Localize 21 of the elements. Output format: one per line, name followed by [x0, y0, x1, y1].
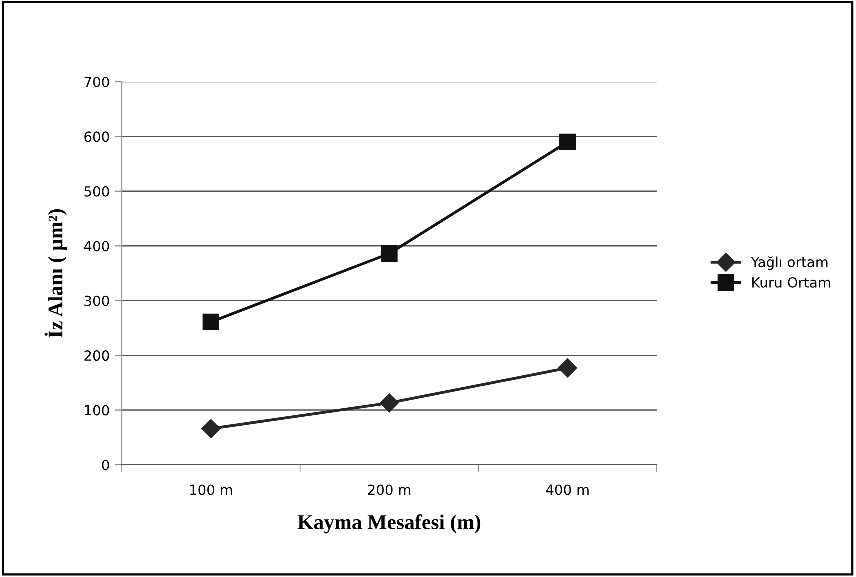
x-axis-title: Kayma Mesafesi (m) — [298, 514, 481, 534]
point — [380, 394, 400, 413]
y-tick-label: 0 — [102, 460, 110, 470]
y-tick-label: 100 — [85, 405, 110, 416]
point — [202, 419, 221, 438]
y-axis-title: İz Alanı ( µm²) — [44, 209, 68, 338]
point — [558, 358, 578, 378]
y-tick-label: 500 — [84, 186, 110, 197]
x-tick-label: 200 m — [368, 484, 411, 496]
y-tick-label: 600 — [84, 132, 110, 142]
point — [202, 314, 220, 331]
legend-label: Yağlı ortam — [751, 256, 828, 270]
x-tick-label: 400 m — [546, 484, 589, 496]
point — [560, 134, 576, 151]
y-tick-label: 200 — [84, 350, 110, 362]
y-tick-label: 700 — [84, 76, 110, 88]
x-tick-label: 100 m — [190, 484, 232, 496]
legend-label: Kuru Ortam — [752, 277, 830, 288]
point — [381, 245, 398, 262]
y-tick-label: 400 — [84, 241, 110, 252]
y-tick-label: 300 — [84, 296, 110, 306]
